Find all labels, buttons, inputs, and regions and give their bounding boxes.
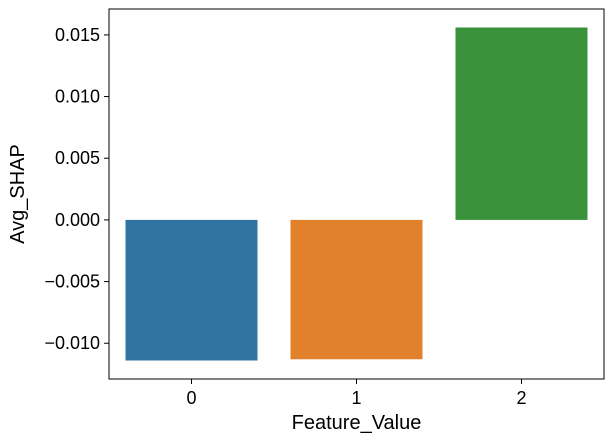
x-tick-label: 0 [186,388,196,408]
y-tick-label: 0.010 [55,87,100,107]
x-tick-label: 2 [516,388,526,408]
y-axis-label: Avg_SHAP [7,144,29,244]
bar-0 [125,219,258,361]
y-tick-label: 0.000 [55,210,100,230]
x-tick-label: 1 [351,388,361,408]
plot-frame [108,8,605,380]
y-tick-label: 0.015 [55,25,100,45]
bar-1 [290,219,423,360]
bars-layer [125,27,588,361]
y-tick-label: −0.010 [44,333,100,353]
y-tick-label: 0.005 [55,148,100,168]
x-axis-label: Feature_Value [292,412,422,434]
bar-2 [455,27,588,220]
y-tick-label: −0.005 [44,272,100,292]
ticks-layer: 0 1 2 −0.010 −0.005 0.000 0.005 0.010 0.015 [44,25,526,408]
